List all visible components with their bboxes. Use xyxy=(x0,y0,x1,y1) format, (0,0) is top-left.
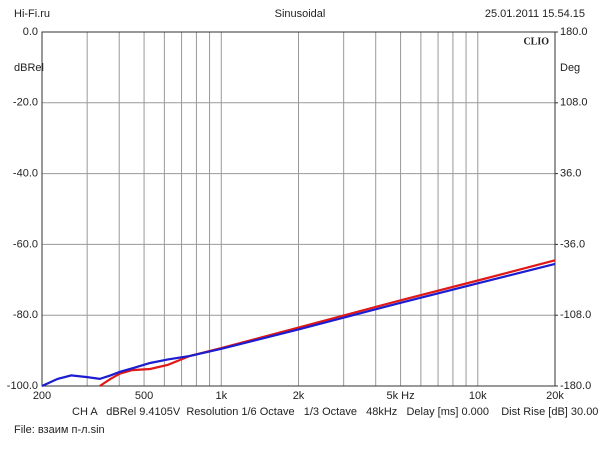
plot-frame xyxy=(41,31,556,387)
y-tick-label: -20.0 xyxy=(13,97,38,109)
y2-tick-label: -108.0 xyxy=(560,309,591,321)
footer-settings: CH A dBRel 9.4105V Resolution 1/6 Octave… xyxy=(72,406,598,418)
y2-tick-label: -180.0 xyxy=(560,380,591,392)
x-tick-label: 1k xyxy=(215,390,227,402)
y2-tick-label: -36.0 xyxy=(560,238,585,250)
brand: CLIO xyxy=(523,36,549,47)
x-tick-label: 10k xyxy=(469,390,487,402)
header-center: Sinusoidal xyxy=(275,8,326,20)
header-right: 25.01.2011 15.54.15 xyxy=(485,8,585,20)
series-line xyxy=(99,259,556,387)
y-tick-label: -40.0 xyxy=(13,168,38,180)
y2-tick-label: 180.0 xyxy=(560,26,588,38)
series-line xyxy=(41,262,556,388)
y2-tick-label: 36.0 xyxy=(560,168,581,180)
x-tick-label: 20k xyxy=(546,390,564,402)
x-tick-label: 500 xyxy=(135,390,153,402)
y2-tick-label: 108.0 xyxy=(560,97,588,109)
y-tick-label: -60.0 xyxy=(13,238,38,250)
y-tick-label: -80.0 xyxy=(13,309,38,321)
y-tick-label: 0.0 xyxy=(23,26,38,38)
header-left: Hi-Fi.ru xyxy=(14,8,50,20)
x-tick-label: 200 xyxy=(33,390,51,402)
y-axis-label: dBRel xyxy=(14,62,44,74)
y-tick-label: -100.0 xyxy=(7,380,38,392)
x-tick-label: 5k Hz xyxy=(387,390,415,402)
x-tick-label: 2k xyxy=(293,390,305,402)
y2-axis-label: Deg xyxy=(560,62,580,74)
footer-file: File: взаим п-л.sin xyxy=(14,424,105,436)
